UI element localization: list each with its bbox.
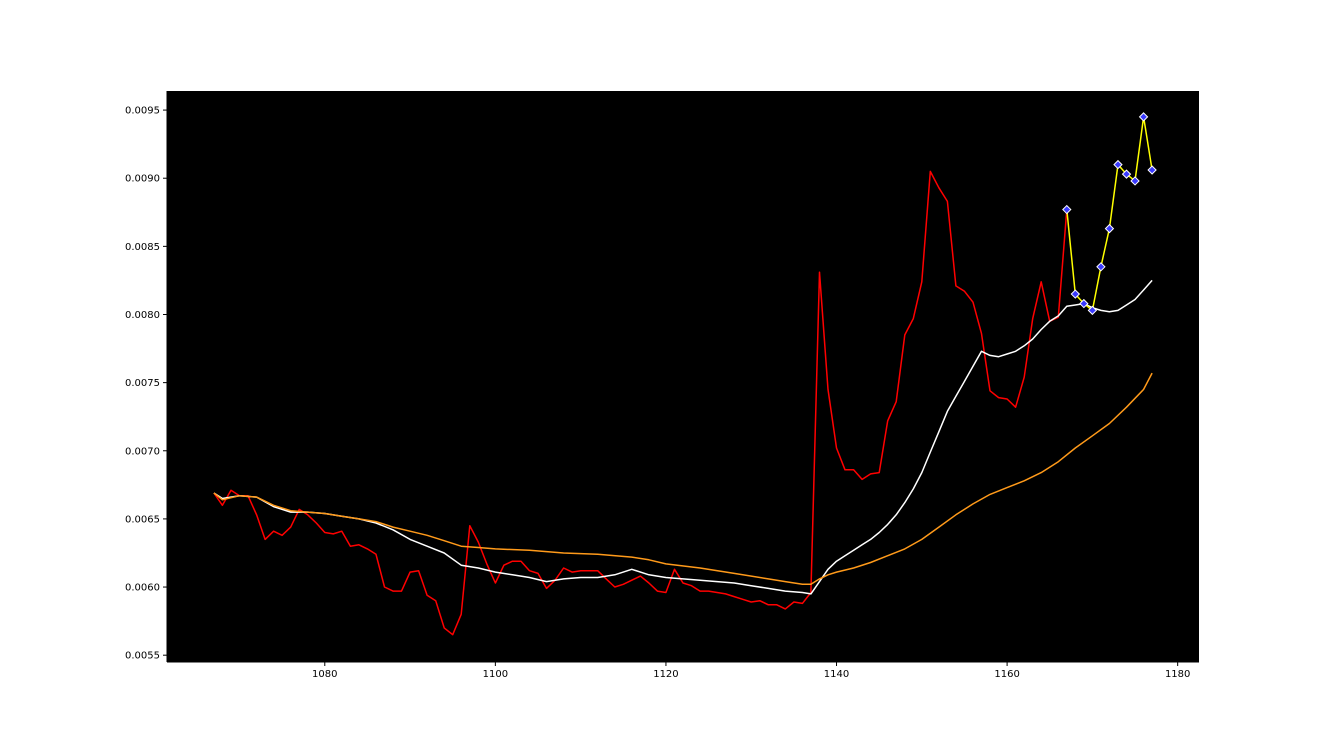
x-tick-label: 1080 [312, 669, 337, 680]
x-tick-label: 1120 [653, 669, 678, 680]
y-tick-label: 0.0080 [125, 310, 160, 321]
data-point-marker [1130, 176, 1140, 186]
plot-area [167, 91, 1199, 662]
data-point-marker [1062, 204, 1072, 215]
x-tick-label: 1100 [483, 669, 508, 680]
y-tick-label: 0.0085 [125, 242, 160, 253]
x-tick-label: 1140 [824, 669, 849, 680]
data-point-marker [1070, 289, 1081, 299]
y-tick-label: 0.0090 [125, 174, 160, 185]
y-tick-label: 0.0095 [125, 106, 160, 117]
data-point-marker [1138, 112, 1149, 122]
data-point-marker [1113, 159, 1123, 170]
y-axis: 0.0055 0.0060 0.0065 0.0070 0.0075 0.0080 0.00… [125, 91, 168, 662]
data-point-marker [1079, 298, 1089, 309]
data-point-marker [1147, 165, 1157, 175]
series-line-1 [213, 279, 1153, 595]
y-tick-label: 0.0060 [125, 583, 160, 594]
x-axis: 1080 1100 1120 1140 1160 1180 [167, 661, 1199, 680]
data-point-marker [1087, 305, 1098, 316]
series-line-2 [213, 372, 1153, 586]
marker-layer [1062, 112, 1157, 316]
x-tick-label: 1180 [1165, 669, 1190, 680]
y-tick-label: 0.0055 [125, 651, 160, 662]
data-point-marker [1121, 169, 1132, 179]
data-point-marker [1096, 262, 1106, 272]
y-tick-label: 0.0070 [125, 446, 160, 457]
series-layer [213, 116, 1153, 636]
y-tick-label: 0.0065 [125, 514, 160, 525]
data-point-marker [1104, 223, 1115, 234]
series-line-0 [213, 170, 1068, 636]
x-tick-label: 1160 [994, 669, 1019, 680]
y-tick-label: 0.0075 [125, 378, 160, 389]
